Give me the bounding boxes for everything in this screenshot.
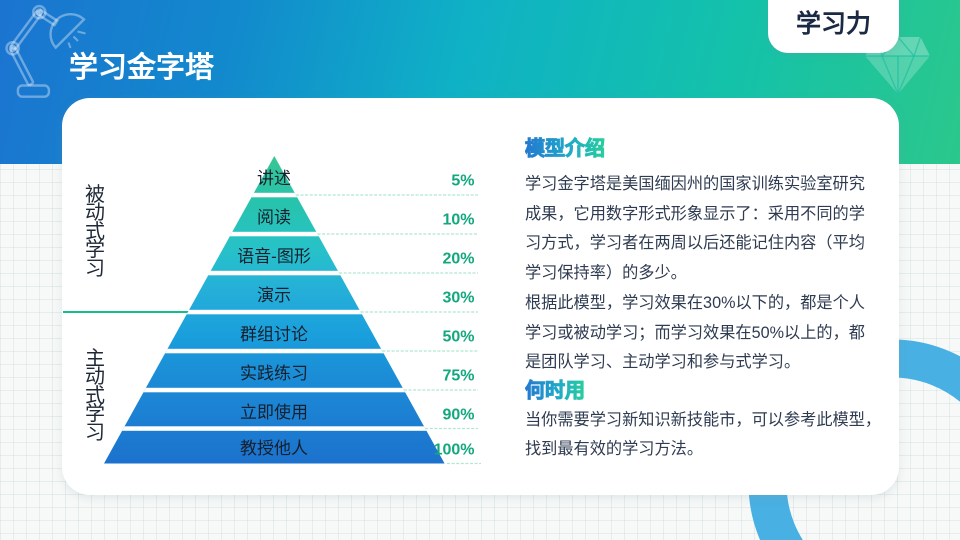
- svg-text:5%: 5%: [451, 173, 474, 190]
- svg-text:20%: 20%: [442, 251, 474, 268]
- svg-text:30%: 30%: [442, 290, 474, 307]
- svg-text:教授他人: 教授他人: [240, 439, 308, 458]
- svg-text:模型介绍: 模型介绍: [525, 136, 605, 160]
- svg-text:阅读: 阅读: [257, 208, 291, 227]
- svg-text:何时用: 何时用: [525, 378, 585, 402]
- svg-text:50%: 50%: [442, 329, 474, 346]
- svg-text:100%: 100%: [434, 442, 475, 459]
- svg-text:群组讨论: 群组讨论: [240, 325, 308, 344]
- svg-text:90%: 90%: [442, 407, 474, 424]
- svg-text:语音-图形: 语音-图形: [237, 247, 311, 266]
- svg-text:实践练习: 实践练习: [240, 364, 308, 383]
- svg-text:讲述: 讲述: [257, 169, 291, 188]
- svg-text:演示: 演示: [257, 286, 291, 305]
- svg-text:10%: 10%: [442, 212, 474, 229]
- svg-text:立即使用: 立即使用: [240, 402, 308, 422]
- svg-text:75%: 75%: [442, 368, 474, 385]
